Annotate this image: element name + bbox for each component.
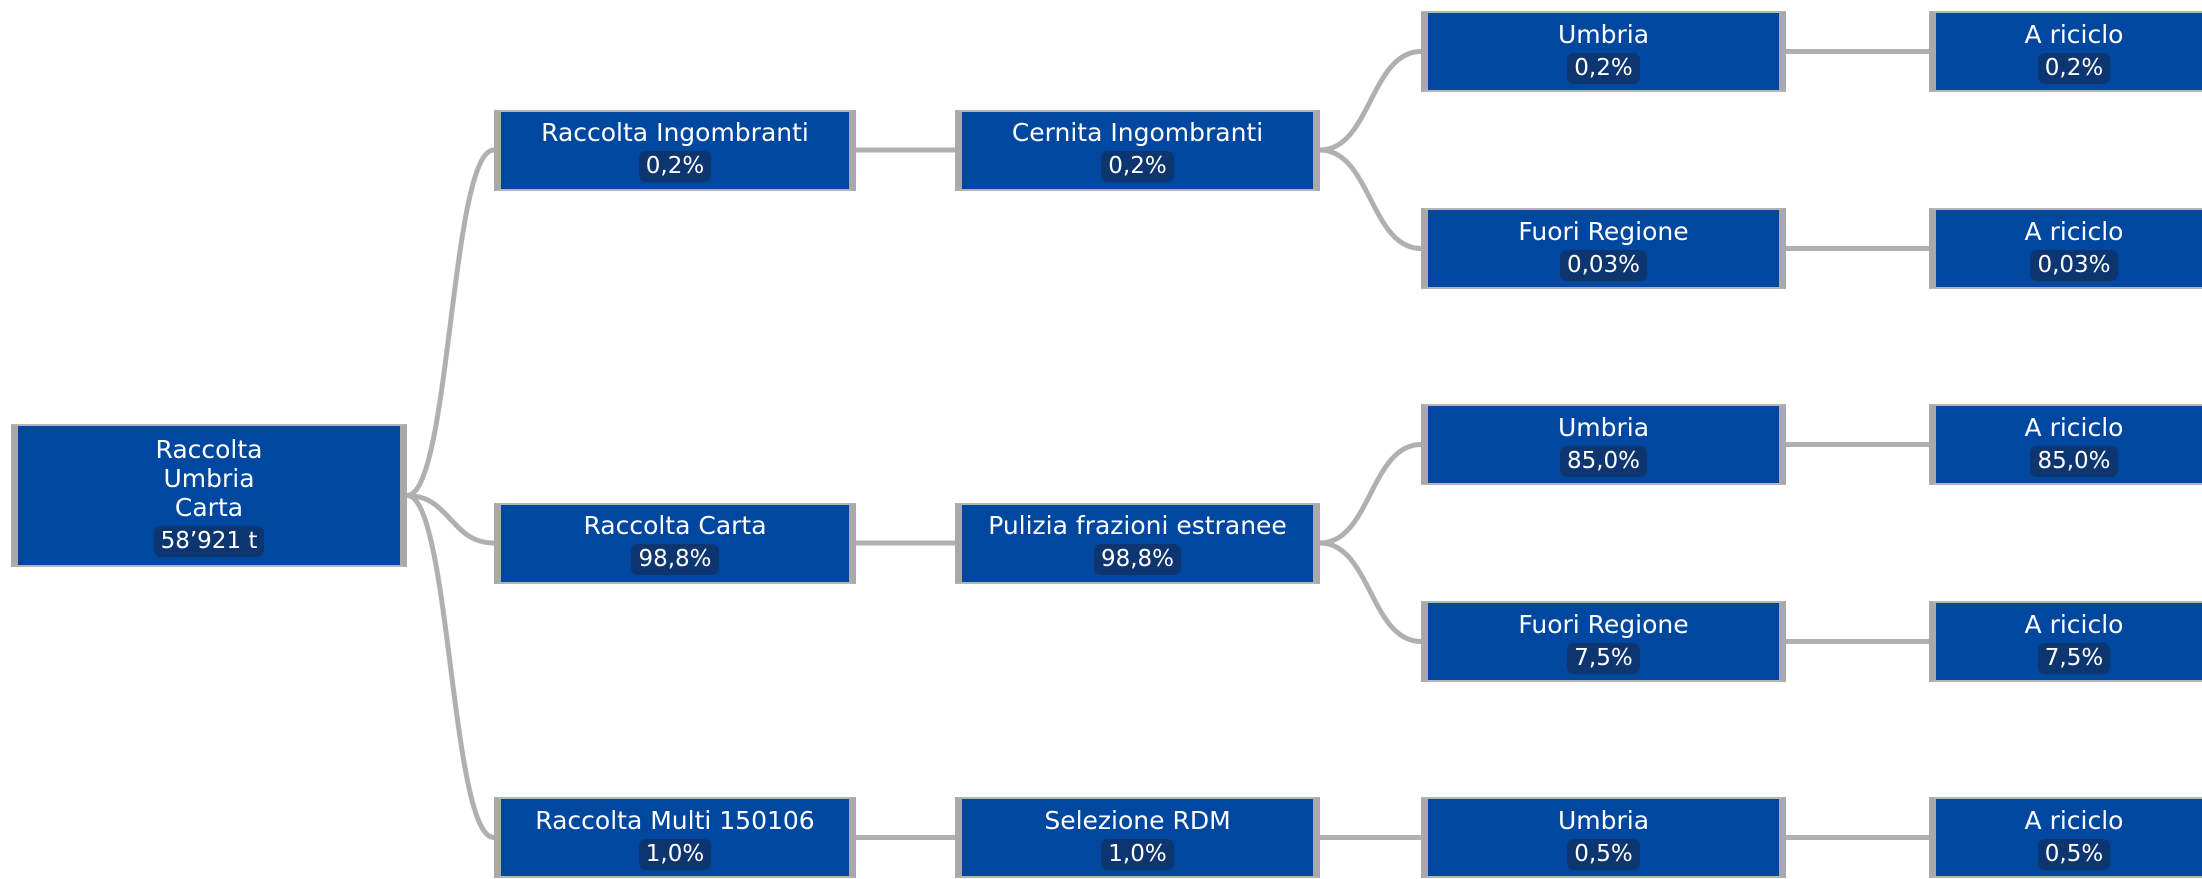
node-label: Raccolta Ingombranti <box>541 118 809 147</box>
node: Umbria 0,5% <box>1421 797 1786 878</box>
node-value: 7,5% <box>1567 642 1640 674</box>
node: Umbria 85,0% <box>1421 404 1786 485</box>
node-label: Umbria <box>1557 805 1650 835</box>
node: Raccolta Umbria Carta 58’921 t <box>11 424 407 567</box>
node: A riciclo 0,5% <box>1929 797 2202 878</box>
node-value: 7,5% <box>2037 642 2111 674</box>
link <box>1319 49 1422 153</box>
node-label: Cernita Ingombranti <box>1011 118 1264 147</box>
node-value: 0,03% <box>2030 249 2118 281</box>
link <box>406 493 495 840</box>
node: Fuori Regione 7,5% <box>1421 601 1786 682</box>
node-value: 0,2% <box>2037 52 2111 84</box>
node-value: 98,8% <box>1093 544 1182 575</box>
node-value: 0,2% <box>638 151 712 182</box>
node: Cernita Ingombranti 0,2% <box>955 109 1320 191</box>
node-value: 85,0% <box>2030 445 2118 477</box>
node-label: Selezione RDM <box>1044 805 1231 835</box>
node: Fuori Regione 0,03% <box>1421 208 1786 289</box>
link <box>1319 540 1422 644</box>
node-label: Raccolta Umbria Carta <box>155 434 263 522</box>
node: Raccolta Carta 98,8% <box>494 502 856 584</box>
node: A riciclo 85,0% <box>1929 404 2202 485</box>
node: Selezione RDM 1,0% <box>955 797 1320 878</box>
link <box>406 493 495 546</box>
node: A riciclo 7,5% <box>1929 601 2202 682</box>
link <box>406 147 495 498</box>
link <box>1319 442 1422 546</box>
node-label: A riciclo <box>2024 412 2124 442</box>
node-label: A riciclo <box>2024 19 2124 49</box>
node-label: Umbria <box>1557 412 1650 442</box>
node: Pulizia frazioni estranee 98,8% <box>955 502 1320 584</box>
link <box>1319 147 1422 251</box>
node-label: Raccolta Multi 150106 <box>535 805 815 835</box>
node-label: A riciclo <box>2024 805 2124 835</box>
node-label: A riciclo <box>2024 216 2124 246</box>
node: Umbria 0,2% <box>1421 11 1786 92</box>
node-value: 0,5% <box>2037 838 2111 870</box>
node: Raccolta Multi 150106 1,0% <box>494 797 856 878</box>
node-label: Fuori Regione <box>1518 216 1689 246</box>
node-label: A riciclo <box>2024 609 2124 639</box>
node-value: 0,5% <box>1567 838 1640 870</box>
node-value: 0,03% <box>1559 249 1648 281</box>
node-label: Raccolta Carta <box>583 511 767 540</box>
node: A riciclo 0,2% <box>1929 11 2202 92</box>
node-label: Fuori Regione <box>1518 609 1689 639</box>
node-value: 0,2% <box>1101 151 1174 182</box>
node-value: 0,2% <box>1567 52 1640 84</box>
node-value: 98,8% <box>631 544 719 575</box>
node-value: 1,0% <box>638 838 712 870</box>
node-label: Umbria <box>1557 19 1650 49</box>
node-value: 58’921 t <box>153 525 265 557</box>
node-value: 1,0% <box>1101 838 1174 870</box>
node-value: 85,0% <box>1559 445 1648 477</box>
node-label: Pulizia frazioni estranee <box>988 511 1287 540</box>
node: Raccolta Ingombranti 0,2% <box>494 109 856 191</box>
node: A riciclo 0,03% <box>1929 208 2202 289</box>
